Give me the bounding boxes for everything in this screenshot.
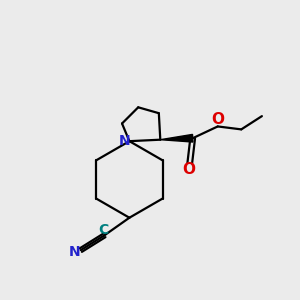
Polygon shape — [160, 134, 193, 142]
Text: N: N — [69, 244, 81, 259]
Text: O: O — [211, 112, 224, 128]
Text: C: C — [99, 223, 109, 237]
Text: O: O — [182, 162, 195, 177]
Text: N: N — [118, 134, 130, 148]
